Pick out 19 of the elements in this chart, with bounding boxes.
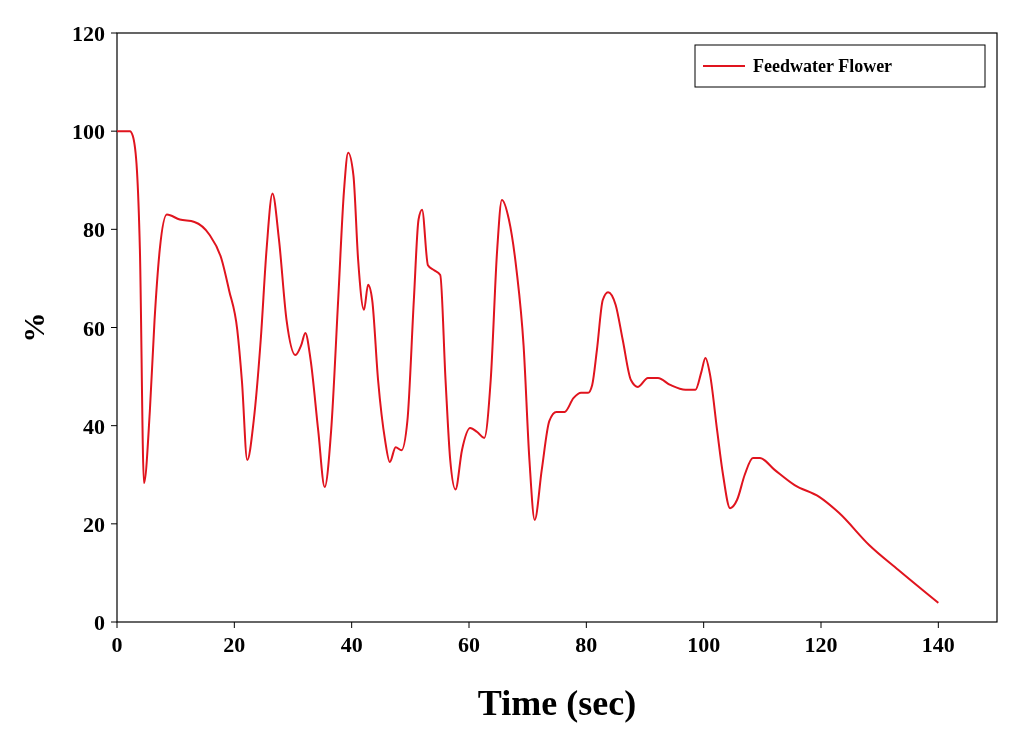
y-tick-label: 40: [83, 413, 105, 439]
x-tick-label: 100: [687, 632, 721, 657]
x-tick-label: 20: [223, 632, 246, 657]
y-tick-label: 120: [72, 21, 105, 46]
x-tick-label: 140: [921, 632, 955, 657]
x-axis-title: Time (sec): [477, 683, 637, 723]
x-tick-label: 120: [804, 632, 838, 657]
y-axis-title: %: [17, 312, 50, 343]
x-tick-label: 40: [340, 632, 363, 657]
y-tick-label: 0: [94, 610, 105, 635]
y-tick-label: 80: [83, 217, 105, 243]
x-tick-label: 0: [111, 632, 123, 657]
x-tick-label: 60: [458, 632, 480, 657]
x-tick-label: 80: [575, 632, 598, 657]
line-series: [116, 130, 940, 604]
y-tick-label: 100: [72, 119, 105, 145]
y-tick-label: 60: [83, 315, 105, 341]
legend-label: Feedwater Flower: [753, 56, 893, 76]
y-tick-label: 20: [83, 511, 105, 537]
